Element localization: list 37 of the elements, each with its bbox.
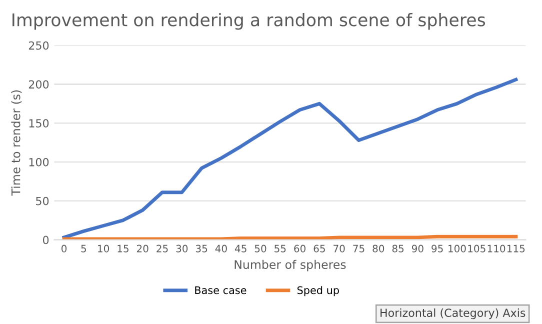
x-tick-label: 20: [136, 244, 148, 252]
x-tick-label: 55: [274, 244, 286, 252]
x-tick-label: 10: [98, 244, 110, 252]
x-tick-label: 70: [334, 244, 345, 252]
chart-title: Improvement on rendering a random scene of spheres: [12, 12, 486, 30]
y-tick-label: 150: [29, 119, 49, 128]
legend-label: Sped up: [297, 286, 339, 296]
x-tick-label: 85: [392, 244, 404, 252]
x-tick-label: 35: [196, 244, 208, 252]
y-tick-label: 100: [29, 158, 49, 166]
y-axis-title: Time to render (s): [11, 90, 22, 196]
x-tick-label: 95: [432, 244, 443, 252]
y-tick-label: 0: [43, 236, 49, 244]
x-tick-label: 110: [488, 244, 506, 252]
x-tick-label: 25: [156, 244, 168, 252]
x-tick-label: 40: [215, 244, 227, 252]
x-tick-label: 45: [234, 244, 246, 252]
x-tick-label: 65: [314, 244, 325, 252]
x-tick-label: 50: [254, 244, 266, 252]
x-tick-label: 115: [507, 244, 525, 252]
x-tick-label: 5: [81, 244, 86, 252]
x-tick-label: 60: [294, 244, 306, 252]
text: Horizontal (Category) Axis: [380, 308, 526, 320]
x-tick-label: 75: [353, 244, 364, 252]
x-tick-label: 0: [62, 244, 67, 252]
x-axis-title: Number of spheres: [234, 260, 346, 272]
x-tick-label: 90: [412, 244, 424, 252]
line-series: [62, 78, 518, 240]
y-tick-label: 50: [36, 196, 49, 206]
x-tick-label: 15: [118, 244, 128, 252]
x-tick-label: 80: [372, 244, 384, 252]
legend-label: Base case: [195, 286, 246, 294]
x-tick-label: 30: [176, 244, 188, 252]
y-tick-label: 200: [28, 80, 49, 89]
y-tick-label: 250: [28, 41, 49, 50]
x-tick-label: 105: [468, 244, 486, 252]
x-tick-label: 100: [448, 244, 466, 252]
